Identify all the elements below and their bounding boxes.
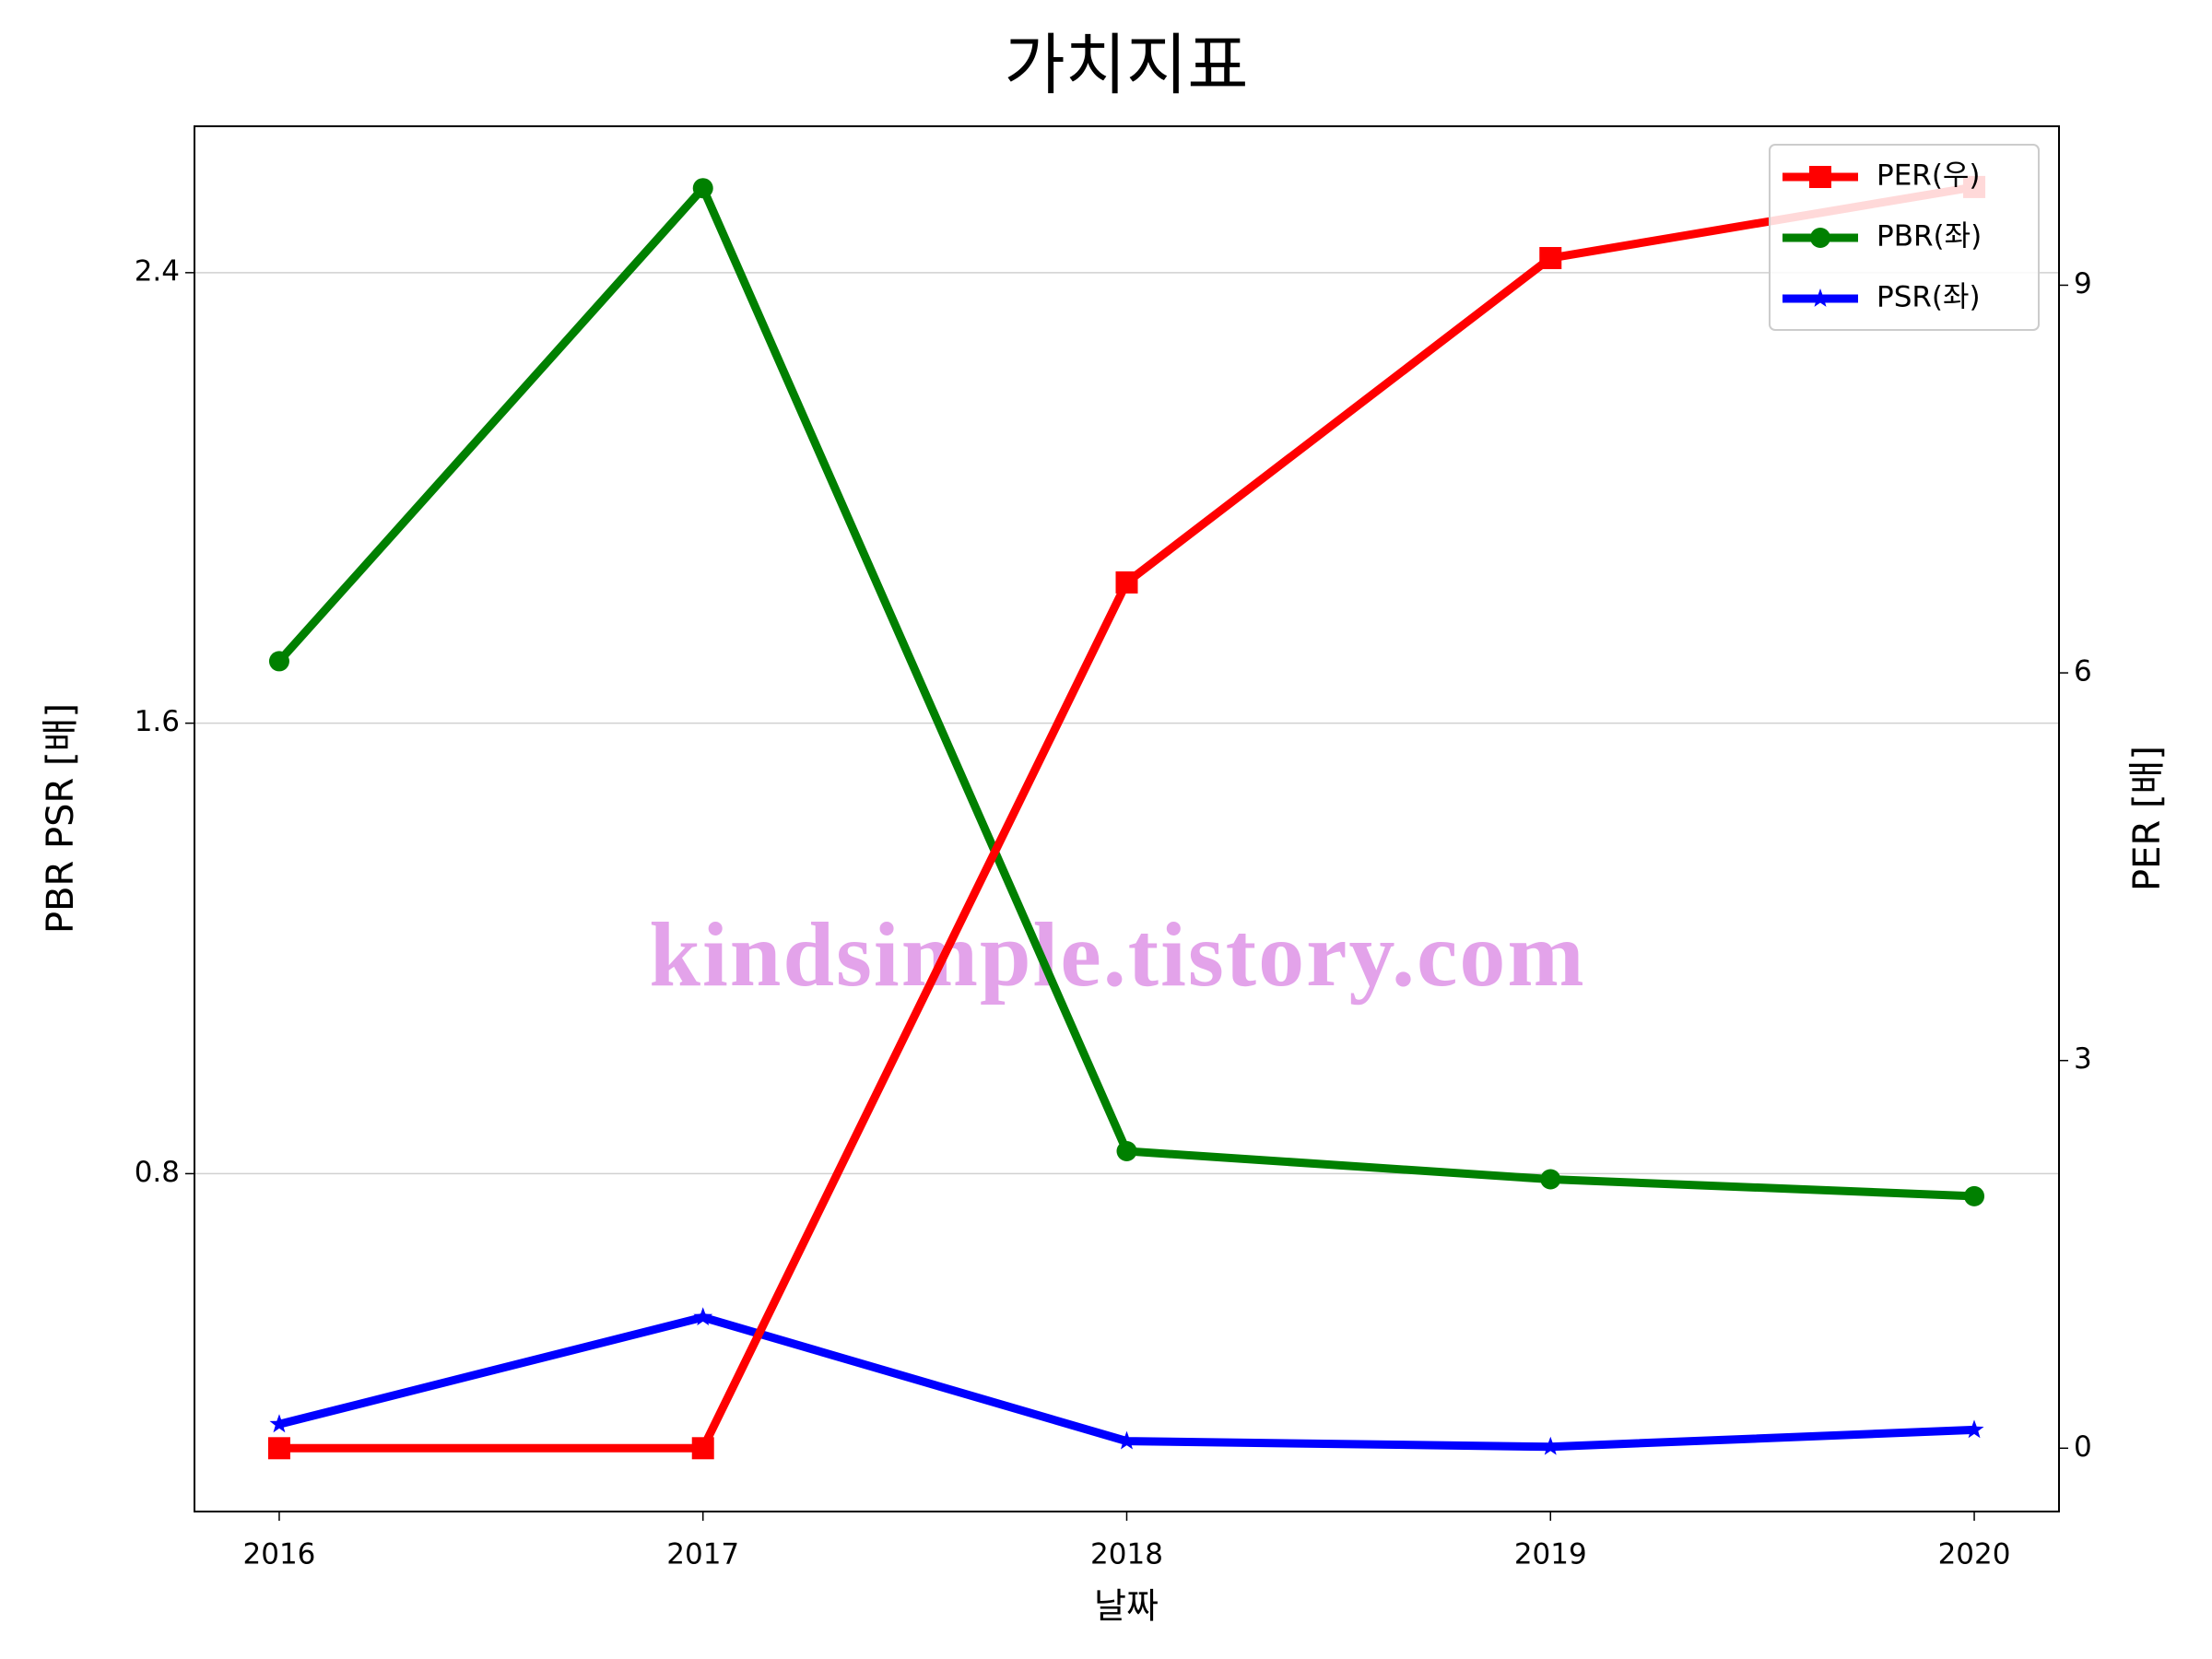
point: [692, 178, 713, 199]
x-tick-label: 2018: [1090, 1538, 1163, 1571]
point: [1539, 247, 1562, 270]
legend-label: PSR(좌): [1877, 281, 1981, 314]
y2-tick-label: 9: [2074, 267, 2092, 300]
y2-tick-label: 3: [2074, 1042, 2092, 1076]
legend-marker: [1810, 228, 1830, 248]
x-tick-label: 2017: [666, 1538, 739, 1571]
y-axis-label: PBR PSR [배]: [40, 703, 82, 934]
legend-marker: [1810, 288, 1830, 307]
series: [269, 1307, 1984, 1455]
x-tick-label: 2019: [1514, 1538, 1587, 1571]
point: [693, 1307, 713, 1326]
legend: [1769, 144, 2040, 331]
point: [1540, 1436, 1560, 1455]
point: [1964, 1185, 1985, 1206]
point: [1540, 1169, 1561, 1190]
point: [1117, 1430, 1136, 1450]
chart-title: 가치지표: [1005, 27, 1249, 104]
y2-tick-label: 6: [2074, 655, 2092, 688]
point: [691, 1437, 714, 1460]
y-tick-label: 0.8: [135, 1156, 180, 1189]
x-tick-label: 2020: [1938, 1538, 2011, 1571]
x-tick-label: 2016: [243, 1538, 316, 1571]
y2-tick-label: 0: [2074, 1430, 2092, 1464]
legend-marker: [1809, 166, 1831, 188]
y2-axis-label: PER [배]: [2126, 746, 2169, 891]
x-axis-label: 날짜: [1094, 1586, 1159, 1627]
legend-label: PER(우): [1877, 159, 1981, 193]
legend-label: PBR(좌): [1877, 220, 1982, 253]
y-tick-label: 1.6: [135, 705, 180, 738]
plot-frame: [194, 125, 2060, 1512]
point: [1964, 1419, 1984, 1439]
point: [268, 651, 289, 672]
point: [1115, 571, 1138, 594]
watermark: kindsimple.tistory.com: [649, 903, 1585, 1006]
point: [1116, 1140, 1137, 1161]
y-tick-label: 2.4: [135, 254, 180, 288]
point: [267, 1437, 290, 1460]
point: [269, 1414, 289, 1433]
series: [268, 178, 1985, 1206]
